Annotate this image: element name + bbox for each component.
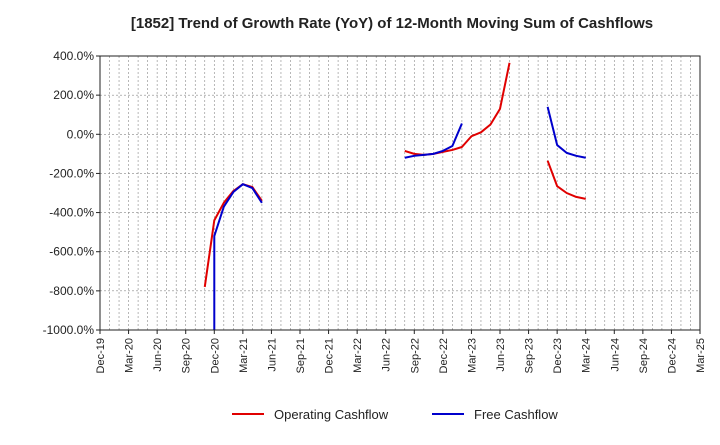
series-line-free-cashflow <box>404 123 463 159</box>
x-tick-label: Mar-23 <box>466 338 478 373</box>
x-tick-label: Mar-21 <box>238 338 250 373</box>
series-line-operating-cashflow <box>404 62 511 156</box>
x-tick-label: Jun-20 <box>152 338 164 372</box>
series-line-free-cashflow <box>213 183 263 330</box>
y-tick-label: 200.0% <box>53 88 94 102</box>
x-tick-label: Dec-22 <box>438 338 450 373</box>
series-lines <box>203 62 586 330</box>
x-tick-label: Sep-23 <box>524 338 536 373</box>
x-tick-label: Mar-24 <box>581 338 593 373</box>
y-tick-label: -600.0% <box>49 245 94 259</box>
legend-label-free-cashflow: Free Cashflow <box>474 407 558 422</box>
x-tick-label: Sep-22 <box>409 338 421 373</box>
y-tick-label: -800.0% <box>49 284 94 298</box>
x-tick-label: Mar-25 <box>695 338 707 373</box>
x-tick-label: Jun-21 <box>266 338 278 372</box>
x-tick-label: Mar-20 <box>124 338 136 373</box>
plot-frame <box>99 55 701 331</box>
x-tick-label: Sep-24 <box>638 338 650 373</box>
series-line-free-cashflow <box>546 106 586 159</box>
grid-lines <box>100 55 700 331</box>
y-tick-label: 400.0% <box>53 49 94 63</box>
x-tick-label: Dec-23 <box>552 338 564 373</box>
x-axis-ticks: Dec-19 Mar-20 Jun-20 Sep-20 Dec-20 Mar-21 Jun-… <box>95 330 707 373</box>
legend-label-operating-cashflow: Operating Cashflow <box>274 407 389 422</box>
y-tick-label: -200.0% <box>49 166 94 180</box>
x-tick-label: Sep-21 <box>295 338 307 373</box>
x-tick-label: Mar-22 <box>352 338 364 373</box>
x-tick-label: Jun-23 <box>495 338 507 372</box>
x-tick-label: Dec-20 <box>209 338 221 373</box>
x-tick-label: Sep-20 <box>181 338 193 373</box>
y-tick-label: 0.0% <box>67 127 95 141</box>
x-tick-label: Dec-21 <box>324 338 336 373</box>
x-tick-label: Dec-24 <box>666 338 678 373</box>
y-tick-label: -400.0% <box>49 206 94 220</box>
x-tick-label: Jun-22 <box>381 338 393 372</box>
x-tick-label: Dec-19 <box>95 338 107 373</box>
chart-title: [1852] Trend of Growth Rate (YoY) of 12-… <box>131 15 653 32</box>
x-tick-label: Jun-24 <box>609 338 621 372</box>
y-tick-label: -1000.0% <box>43 323 95 337</box>
legend: Operating Cashflow Free Cashflow <box>232 407 558 422</box>
series-line-operating-cashflow <box>546 160 586 200</box>
y-axis-ticks: 400.0% 200.0% 0.0% -200.0% -400.0% -600.0% -80… <box>43 49 100 337</box>
